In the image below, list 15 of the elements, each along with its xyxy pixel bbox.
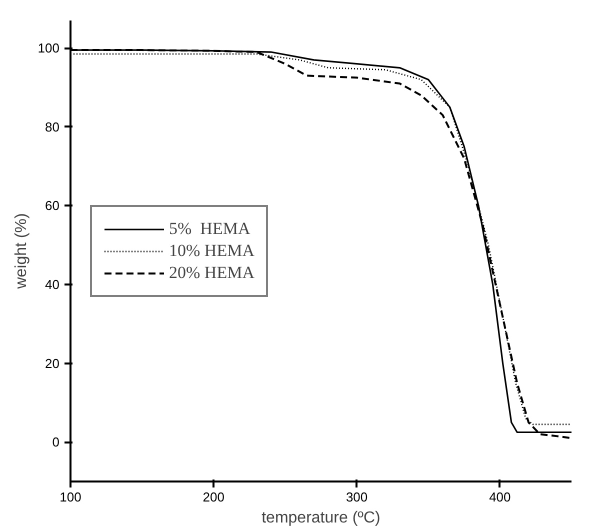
y-tick-label: 80 (45, 119, 60, 134)
legend-label: 5% HEMA (169, 218, 250, 238)
x-tick-label: 300 (346, 490, 368, 504)
x-tick-label: 200 (202, 490, 224, 504)
x-tick-label: 100 (60, 490, 82, 504)
y-tick-label: 0 (52, 434, 60, 450)
y-axis-title: weight (%) (12, 213, 30, 290)
legend-label: 10% HEMA (169, 240, 254, 260)
y-tick-label: 20 (45, 356, 60, 371)
y-tick-label: 40 (45, 276, 60, 292)
x-tick-label: 400 (489, 490, 511, 504)
y-tick-label: 60 (45, 198, 60, 214)
x-axis-title: temperature (ºC) (262, 510, 380, 526)
y-tick-label: 100 (38, 40, 60, 56)
legend-label: 20% HEMA (169, 262, 254, 282)
